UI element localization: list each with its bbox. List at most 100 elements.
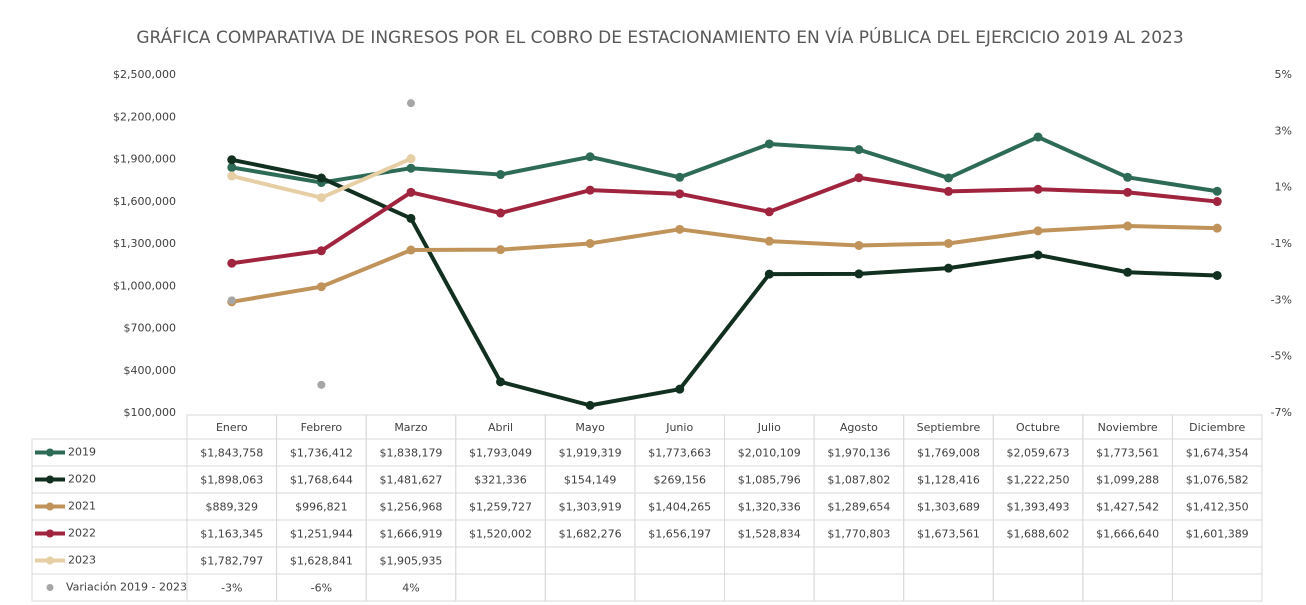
data-point	[675, 189, 685, 199]
table-value: -3%	[221, 582, 242, 595]
table-value: $1,666,919	[379, 528, 442, 541]
table-value: $1,773,663	[648, 447, 711, 460]
series-line	[231, 157, 1218, 408]
data-point	[585, 152, 595, 162]
data-point	[1212, 186, 1222, 196]
x-tick-label: Agosto	[840, 421, 878, 434]
table-value: $1,601,389	[1186, 528, 1249, 541]
data-point	[1212, 197, 1222, 207]
table-value: $1,628,841	[290, 555, 353, 568]
legend-marker	[46, 556, 54, 565]
table-cell	[1171, 573, 1263, 602]
table-value: $1,682,276	[559, 528, 622, 541]
data-point	[764, 236, 774, 246]
data-point	[854, 173, 864, 183]
y-tick-label: $1,300,000	[113, 237, 176, 250]
table-value: $1,303,919	[559, 501, 622, 514]
table-value: $1,320,336	[738, 501, 801, 514]
data-point	[496, 245, 506, 255]
data-point	[1123, 221, 1133, 231]
table-value: $1,128,416	[917, 474, 980, 487]
data-point	[227, 171, 237, 181]
table-value: $1,688,602	[1007, 528, 1070, 541]
data-point	[943, 186, 953, 196]
table-value: $1,099,288	[1096, 474, 1159, 487]
y2-tick-label: -7%	[1271, 406, 1292, 419]
table-value: $889,329	[206, 501, 259, 514]
data-point	[764, 207, 774, 217]
data-point	[675, 384, 685, 394]
x-tick-label: Noviembre	[1098, 421, 1158, 434]
x-tick-label: Diciembre	[1189, 421, 1245, 434]
table-value: $1,259,727	[469, 501, 532, 514]
x-tick-label: Abril	[488, 421, 513, 434]
data-point	[1212, 270, 1222, 280]
table-value: $1,222,250	[1007, 474, 1070, 487]
chart-title: GRÁFICA COMPARATIVA DE INGRESOS POR EL C…	[136, 26, 1183, 48]
legend-marker	[46, 529, 54, 538]
table-value: $1,843,758	[200, 447, 263, 460]
table-value: $1,481,627	[379, 474, 442, 487]
data-point	[1212, 223, 1222, 233]
data-point	[675, 172, 685, 182]
table-value: $1,674,354	[1186, 447, 1249, 460]
table-value: $1,656,197	[648, 528, 711, 541]
table-value: $1,905,935	[379, 555, 442, 568]
y-tick-label: $700,000	[124, 322, 177, 335]
table-value: $1,163,345	[200, 528, 263, 541]
y-tick-label: $2,500,000	[113, 68, 176, 81]
table-value: $1,793,049	[469, 447, 532, 460]
data-point	[316, 282, 326, 292]
data-point	[854, 240, 864, 250]
legend-marker	[46, 584, 54, 591]
table-value: $1,773,561	[1096, 447, 1159, 460]
data-point	[1033, 250, 1043, 260]
table-value: $1,919,319	[559, 447, 622, 460]
table-value: $1,256,968	[379, 501, 442, 514]
data-point	[675, 224, 685, 234]
table-value: $2,059,673	[1007, 447, 1070, 460]
x-tick-label: Enero	[216, 421, 248, 434]
data-point	[406, 163, 416, 173]
data-point	[1033, 226, 1043, 236]
table-value: $1,770,803	[827, 528, 890, 541]
legend-label: 2020	[68, 473, 96, 486]
x-tick-label: Septiembre	[917, 421, 981, 434]
y-tick-label: $100,000	[124, 406, 177, 419]
legend-marker	[46, 502, 54, 511]
data-point	[1123, 172, 1133, 182]
data-point	[1123, 187, 1133, 197]
data-point	[496, 208, 506, 218]
x-tick-label: Octubre	[1016, 421, 1060, 434]
y-tick-label: $1,000,000	[113, 279, 176, 292]
table-value: $1,412,350	[1186, 501, 1249, 514]
y2-tick-label: 5%	[1275, 68, 1292, 81]
data-point	[585, 400, 595, 410]
table-value: $1,303,689	[917, 501, 980, 514]
data-point	[406, 154, 416, 164]
data-point	[406, 187, 416, 197]
y-tick-label: $1,900,000	[113, 153, 176, 166]
x-tick-label: Marzo	[394, 421, 428, 434]
x-tick-label: Julio	[757, 421, 781, 434]
data-point	[227, 258, 237, 268]
data-point	[943, 238, 953, 248]
y-tick-label: $1,600,000	[113, 195, 176, 208]
y2-tick-label: 1%	[1275, 181, 1292, 194]
series-line	[231, 224, 1218, 304]
table-value: $1,427,542	[1096, 501, 1159, 514]
data-point	[764, 269, 774, 279]
table-value: $1,520,002	[469, 528, 532, 541]
y2-tick-label: -5%	[1271, 350, 1292, 363]
table-value: $996,821	[295, 501, 348, 514]
data-point	[316, 173, 326, 183]
data-point	[585, 185, 595, 195]
table-value: $1,393,493	[1007, 501, 1070, 514]
table-value: $1,087,802	[827, 474, 890, 487]
data-point	[227, 155, 237, 165]
legend-label: Variación 2019 - 2023	[66, 581, 187, 594]
table-value: $1,289,654	[827, 501, 890, 514]
data-point	[854, 269, 864, 279]
data-point	[406, 213, 416, 223]
